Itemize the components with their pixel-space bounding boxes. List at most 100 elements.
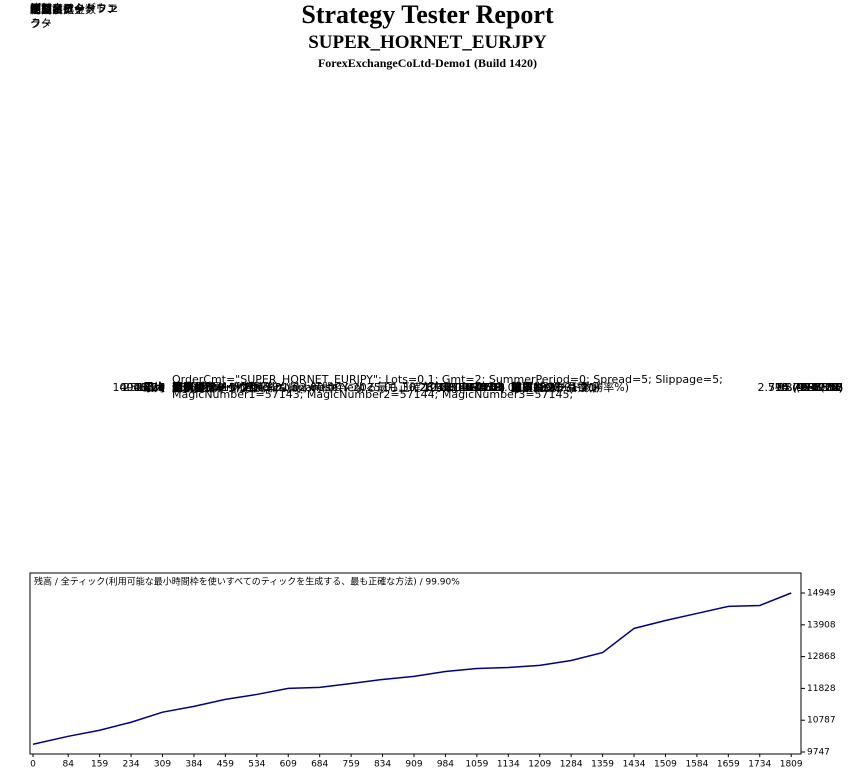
x-tick-label: 684 <box>311 760 328 770</box>
report-row: 勝率(%) 1033 (57.17%) 負率 (%) 774 (42.83%) <box>0 262 855 394</box>
x-tick-label: 1209 <box>528 760 551 770</box>
report-row: パラメーター OrderCmt="SUPER_HORNET_EURJPY"; Lo… <box>0 2 855 401</box>
y-tick-label: 11828 <box>807 684 836 694</box>
report-label: モデル <box>30 3 63 16</box>
report-server: ForexExchangeCoLtd-Demo1 (Build 1420) <box>317 56 538 70</box>
x-tick-label: 759 <box>343 760 360 770</box>
report-label: モデルティック数 <box>172 380 260 394</box>
report-label: 最大ドローダウン <box>172 380 260 394</box>
report-value: 15分足(M15) 2015.01.02 00:00 - 2025.01.30 … <box>172 380 600 394</box>
y-tick-label: 9747 <box>807 748 830 758</box>
report-value: -12.57 <box>807 380 843 394</box>
x-tick-label: 459 <box>217 760 234 770</box>
report-value: 2.71% (281.65) <box>757 380 843 394</box>
x-tick-label: 309 <box>154 760 171 770</box>
report-row: 期間 15分足(M15) 2015.01.02 00:00 - 2025.01.3… <box>0 3 855 394</box>
report-label: 連敗(金額) <box>511 380 564 394</box>
report-subtitle: SUPER_HORNET_EURJPY <box>308 32 547 53</box>
balance-line <box>32 592 792 745</box>
report-row: 最大 連勝(トレード数) 300.69 (10) 連敗(トレード数) -187.24 (… <box>0 334 855 394</box>
x-tick-label: 234 <box>122 760 139 770</box>
report-value: 最大 <box>143 380 165 394</box>
report-label: 連勝 <box>172 380 194 394</box>
report-label: 勝率(%) <box>172 380 214 394</box>
plot-frame <box>29 572 802 755</box>
report-row: 初期証拠金 10000.00 スプレッド 7 <box>0 3 855 394</box>
x-tick-label: 1659 <box>717 760 740 770</box>
report-value: 7 <box>836 380 843 394</box>
report-label: 連敗(トレード数) <box>511 380 597 394</box>
report-row: 平均 勝トレード 14.21 敗トレード -12.57 <box>0 298 855 394</box>
y-tick-label: 13908 <box>807 620 836 630</box>
report-value: 595 (59.33%) <box>767 380 843 394</box>
report-row: 総取引数 1807 売りポジション(勝率%) 1212 (56.11%) 買いポジション… <box>0 3 855 394</box>
report-value: 2 <box>498 380 505 394</box>
report-value: 14676.12 <box>452 380 506 394</box>
report-label: 勝トレード <box>172 380 227 394</box>
report-row: 最大 勝トレード 145.03 敗トレード -51.18 <box>0 280 855 394</box>
report-value: 平均 <box>143 380 165 394</box>
report-value: -9727.16 <box>793 380 843 394</box>
x-tick-label: 1284 <box>560 760 583 770</box>
report-label: モデリング品質 <box>511 380 588 394</box>
report-label: 総取引数 <box>30 3 74 16</box>
y-tick-label: 14949 <box>807 589 836 599</box>
report-label: 連敗 <box>511 380 533 394</box>
x-tick-label: 1734 <box>748 760 771 770</box>
report-label: 期待利得 <box>172 380 216 394</box>
chart-title: 残高 / 全ティック(利用可能な最小時間枠を使いすべてのティックを生成する、最も… <box>34 576 460 588</box>
report-value: 最大 <box>143 380 165 394</box>
report-label: プロフィットファクタ <box>30 2 118 30</box>
report-label: 通貨ペア <box>30 3 74 16</box>
y-tick-label: 12868 <box>807 652 836 662</box>
report-value: 1.51 <box>140 380 166 394</box>
x-tick-label: 159 <box>91 760 108 770</box>
report-value: -51.18 <box>807 380 843 394</box>
x-tick-label: 1809 <box>780 760 803 770</box>
report-row: 平均 連勝 2 連敗 2 <box>0 352 855 394</box>
x-tick-label: 84 <box>62 760 74 770</box>
x-tick-label: 534 <box>248 760 265 770</box>
report-label: 買いポジション(勝率%) <box>511 380 630 394</box>
report-row: 純益 4948.96 総利益 14676.12 総損失 -9727.16 <box>0 3 855 394</box>
report-row: プロフィットファクタ 1.51 期待利得 2.74 <box>0 2 855 394</box>
report-label: スプレッド <box>511 380 566 394</box>
report-table: 通貨ペア EURJPY.pers (Euro vs Japanese Yen) 期間… <box>0 2 855 401</box>
report-label: 不整合チャートエラー <box>30 2 118 30</box>
x-tick-label: 834 <box>374 760 391 770</box>
report-label: 売りポジション(勝率%) <box>172 380 291 394</box>
report-row: モデル 全ティック (利用可能な最小時間枠による最も正確な方法) <box>0 3 855 394</box>
report-label: 勝トレード <box>172 380 227 394</box>
report-label: 敗トレード <box>511 380 566 394</box>
report-value: 最大 <box>143 380 165 394</box>
report-value: 14.21 <box>473 380 506 394</box>
report-label: 絶対ドローダウン <box>30 2 118 15</box>
y-tick-label: 10787 <box>807 716 836 726</box>
report-row: 不整合チャートエラー 0 <box>0 2 855 394</box>
report-value: 4948.96 <box>119 380 166 394</box>
report-value: 1033 (57.17%) <box>422 380 505 394</box>
report-label: 連勝(トレード数) <box>172 380 258 394</box>
report-title: Strategy Tester Report <box>301 0 554 29</box>
report-value: 99.90% <box>801 380 843 394</box>
report-label: 負率 (%) <box>511 380 556 394</box>
report-label: パラメーター <box>30 2 96 15</box>
report-value: 281.65 (2.71%) <box>419 380 505 394</box>
report-row: テストバー数 251424 モデルティック数 381361625 モデリング品質 99.9… <box>0 3 855 394</box>
report-row: 最大 連勝(金額) 13 (117.53) 連敗(金額) 10 (-187.24) <box>0 316 855 394</box>
report-value: 0 <box>158 380 165 394</box>
x-tick-label: 384 <box>185 760 202 770</box>
report-row: 絶対ドローダウン 18.75 最大ドローダウン 281.65 (2.71%) 相対ドロー… <box>0 2 855 394</box>
x-tick-label: 909 <box>405 760 422 770</box>
report-value: 1212 (56.11%) <box>422 380 505 394</box>
report-value: EURJPY.pers (Euro vs Japanese Yen) <box>172 380 365 394</box>
report-label: 連勝(金額) <box>172 380 225 394</box>
x-tick-label: 1359 <box>591 760 614 770</box>
report-value: 145.03 <box>466 380 506 394</box>
x-tick-label: 1584 <box>685 760 708 770</box>
report-value: 251424 <box>123 380 165 394</box>
report-value: OrderCmt="SUPER_HORNET_EURJPY"; Lots=0.1… <box>172 373 723 401</box>
report-value: -187.24 (10) <box>774 380 843 394</box>
